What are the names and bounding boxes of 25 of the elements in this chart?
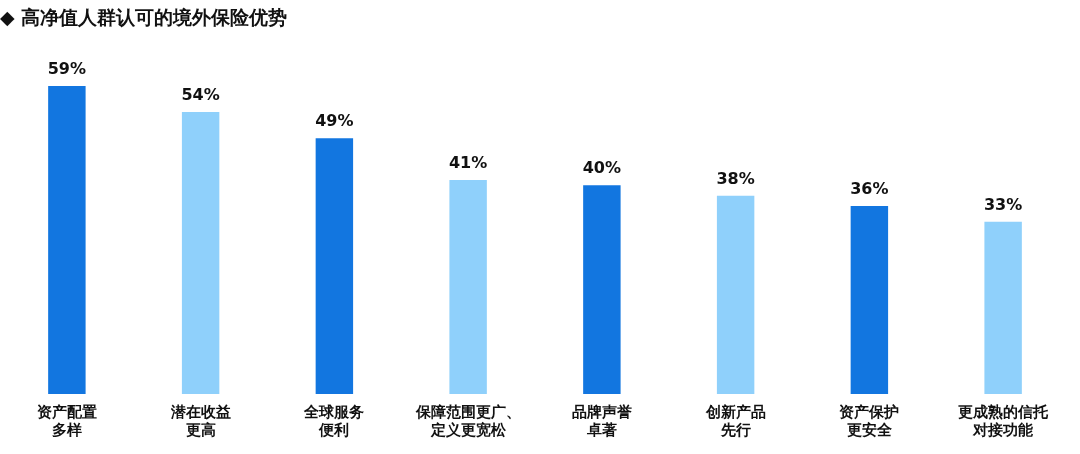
bar [716, 195, 755, 394]
data-label: 59% [47, 59, 87, 79]
x-tick-label: 潜在收益更高 [169, 402, 231, 439]
bar [48, 86, 86, 394]
data-label: 40% [582, 158, 622, 178]
bar [181, 112, 220, 394]
x-tick-label: 资产配置多样 [36, 402, 97, 439]
x-tick-label: 保障范围更广、定义更宽松 [414, 402, 521, 439]
bar [984, 221, 1022, 394]
data-label: 49% [315, 111, 354, 131]
bar [449, 179, 487, 394]
data-label: 54% [181, 85, 220, 105]
data-label: 38% [716, 168, 755, 188]
bar [583, 185, 621, 394]
bar [315, 138, 354, 394]
data-label: 33% [983, 194, 1023, 214]
x-tick-label: 更成熟的信托对接功能 [958, 402, 1050, 439]
x-tick-label: 资产保护更安全 [839, 402, 900, 439]
chart-title: ◆ 高净值人群认可的境外保险优势 [0, 6, 288, 29]
x-tick-label: 品牌声誉卓著 [571, 402, 632, 439]
data-label: 41% [448, 153, 488, 173]
x-tick-label: 全球服务便利 [303, 402, 365, 439]
bar [850, 206, 889, 394]
x-tick-label: 创新产品先行 [704, 402, 766, 439]
data-label: 36% [850, 179, 889, 199]
